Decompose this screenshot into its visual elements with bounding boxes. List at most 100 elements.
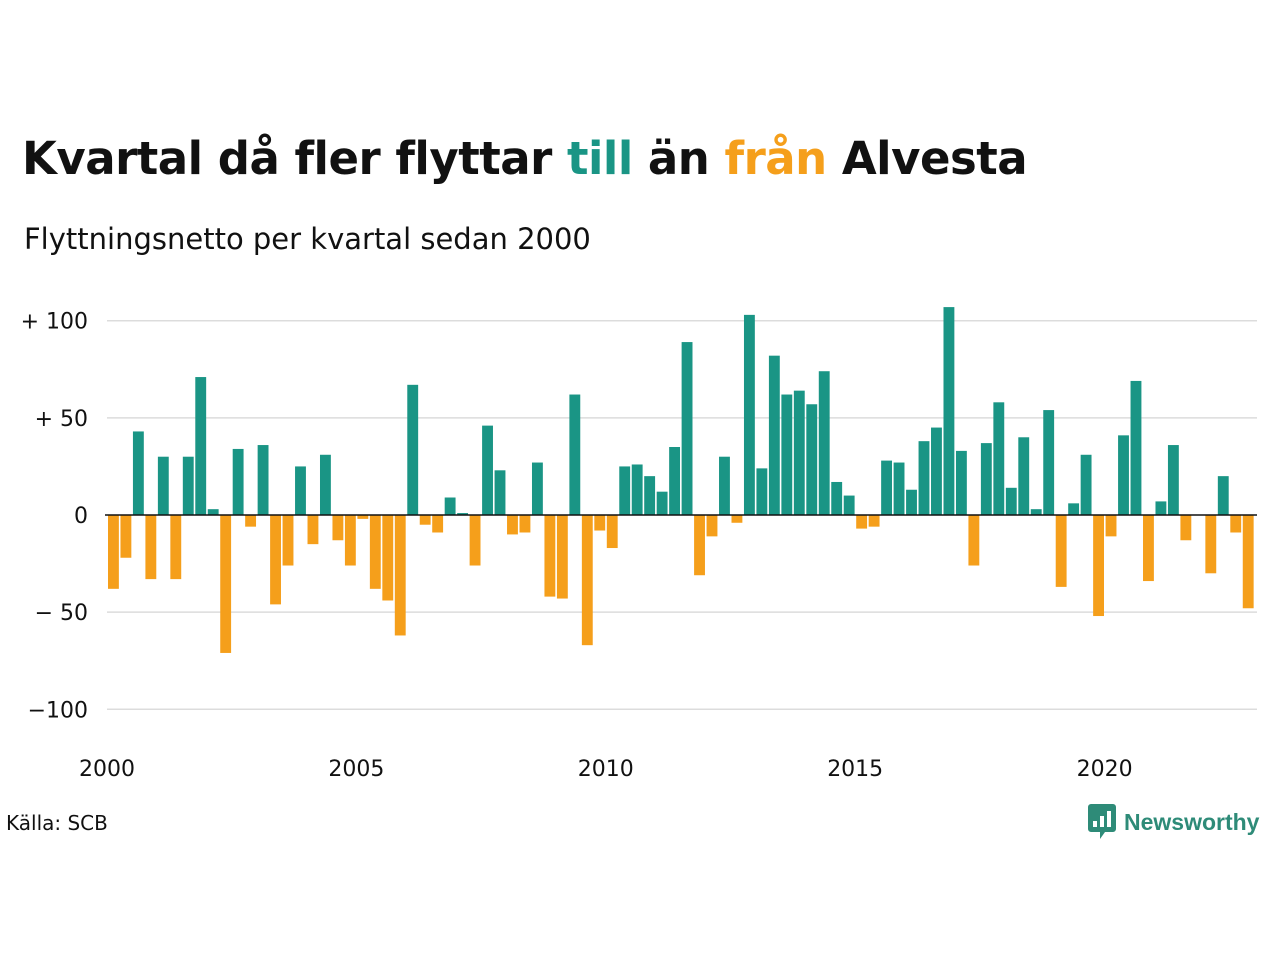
bar [145, 515, 157, 580]
bar [818, 371, 830, 515]
bar [157, 456, 169, 515]
y-tick-label: −100 [28, 698, 88, 723]
bar [756, 468, 768, 515]
bar [868, 515, 880, 527]
title-highlight-from: från [724, 132, 828, 185]
chart-subtitle: Flyttningsnetto per kvartal sedan 2000 [24, 222, 591, 256]
bar [955, 450, 967, 515]
bar [906, 489, 917, 515]
y-tick-label: 0 [74, 504, 88, 529]
bar [893, 462, 905, 515]
bar-chart: + 100 + 50 0 − 50 −100 2000 2005 2010 2015 2020 [21, 307, 1257, 782]
bar [1105, 515, 1117, 537]
bar [170, 515, 182, 580]
bar [1068, 503, 1080, 515]
bar [444, 497, 456, 515]
bar [519, 515, 531, 533]
bar [394, 515, 406, 636]
brand-name: Newsworthy [1124, 808, 1260, 835]
bar [544, 515, 556, 597]
bar [482, 425, 493, 515]
bar [719, 456, 730, 515]
bar [1080, 454, 1092, 515]
bar [806, 404, 818, 515]
bar [307, 515, 319, 545]
bar [407, 384, 419, 515]
bar [1018, 437, 1030, 515]
bar [1167, 445, 1179, 515]
bar [319, 454, 331, 515]
bar [220, 515, 232, 653]
x-tick-label: 2010 [578, 757, 634, 782]
y-tick-label: − 50 [35, 601, 88, 626]
bar [581, 515, 593, 646]
bar [357, 515, 369, 519]
bar [1217, 476, 1229, 515]
bar [731, 515, 743, 523]
title-part-3: Alvesta [826, 132, 1028, 185]
bar [918, 441, 930, 515]
title-highlight-to: till [566, 132, 633, 185]
x-tick-label: 2020 [1077, 757, 1133, 782]
bar [793, 390, 805, 515]
bar [419, 515, 431, 525]
bar [1130, 380, 1142, 515]
chart-title: Kvartal då fler flyttar till än från Alv… [22, 132, 1028, 185]
bar [207, 509, 219, 515]
bar [120, 515, 132, 558]
bar [619, 466, 631, 515]
bar [332, 515, 344, 541]
bar [881, 460, 893, 515]
bar [631, 464, 643, 515]
y-tick-label: + 50 [35, 407, 88, 432]
bar [1030, 509, 1042, 515]
bar [706, 515, 718, 537]
bar [132, 431, 144, 515]
bar [993, 402, 1005, 515]
bar [432, 515, 444, 533]
bar [195, 377, 207, 515]
bar [282, 515, 294, 566]
x-tick-label: 2005 [328, 757, 384, 782]
bar [843, 495, 855, 515]
title-part-1: Kvartal då fler flyttar [22, 132, 567, 185]
bar [507, 515, 518, 535]
bar [1155, 501, 1167, 515]
bar [182, 456, 194, 515]
x-tick-label: 2015 [827, 757, 883, 782]
bar [556, 515, 568, 599]
bar [457, 513, 469, 515]
bar [382, 515, 394, 601]
bar [1205, 515, 1217, 574]
bar [980, 443, 992, 515]
bar [669, 447, 681, 515]
source-note: Källa: SCB [6, 811, 108, 835]
bar [569, 394, 581, 515]
bar [943, 307, 955, 515]
bar [1180, 515, 1192, 541]
bar [681, 342, 693, 515]
newsworthy-logo-icon [1088, 804, 1116, 839]
bar [1005, 487, 1017, 515]
bar [831, 481, 843, 515]
bar [344, 515, 356, 566]
bar [108, 515, 119, 589]
bar [594, 515, 606, 531]
bar [232, 448, 244, 515]
bar [270, 515, 281, 605]
bar [1230, 515, 1242, 533]
bar [531, 462, 543, 515]
bar [694, 515, 705, 576]
bar [494, 470, 506, 515]
bar [245, 515, 257, 527]
bar [606, 515, 618, 549]
bar [369, 515, 381, 589]
bar [781, 394, 793, 515]
bar [295, 466, 306, 515]
brand-logo: Newsworthy [1088, 804, 1259, 840]
bar [469, 515, 481, 566]
bar [1055, 515, 1067, 587]
bar [743, 314, 755, 515]
y-tick-label: + 100 [21, 310, 88, 335]
bar [968, 515, 980, 566]
